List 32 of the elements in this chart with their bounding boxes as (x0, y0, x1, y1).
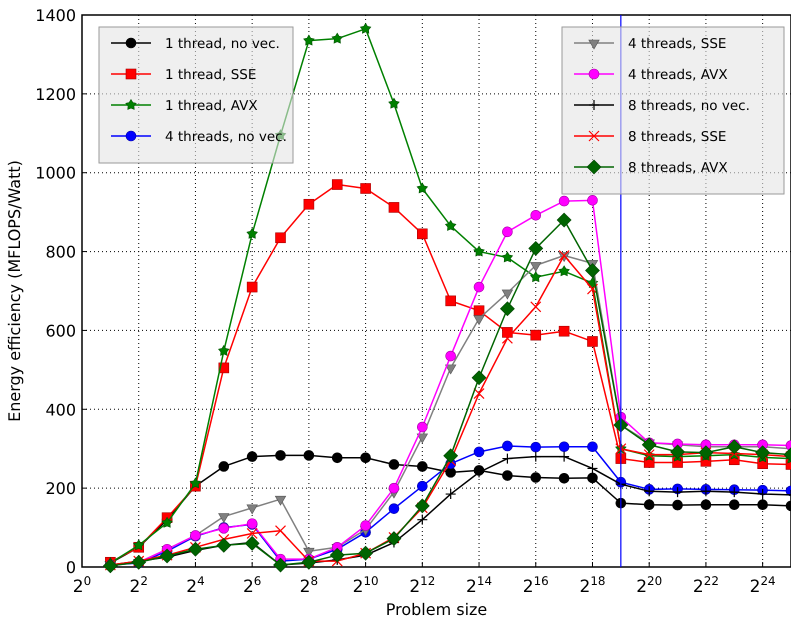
legend-label: 8 threads, AVX (628, 160, 728, 176)
legend-label: 8 threads, SSE (628, 129, 726, 145)
x-tick-label: 2$^{2}$ (130, 574, 148, 597)
y-tick-label: 800 (45, 242, 76, 262)
y-tick-label: 400 (45, 400, 76, 420)
y-tick-label: 200 (45, 479, 76, 498)
x-tick-label: 2$^{18}$ (579, 574, 606, 597)
x-tick-label: 2$^{14}$ (466, 574, 492, 597)
y-tick-label: 600 (45, 321, 76, 340)
x-tick-label: 2$^{20}$ (636, 574, 662, 597)
x-tick-label: 2$^{12}$ (409, 574, 436, 597)
x-tick-label: 2$^{0}$ (72, 574, 92, 597)
x-tick-label: 2$^{6}$ (242, 574, 262, 597)
x-tick-label: 2$^{16}$ (522, 574, 549, 597)
legend-label: 1 thread, SSE (165, 67, 256, 83)
x-tick-label: 2$^{10}$ (352, 574, 379, 597)
legend-label: 4 threads, AVX (628, 67, 728, 83)
x-tick-label: 2$^{8}$ (300, 574, 318, 597)
legend-label: 4 threads, no vec. (165, 129, 287, 145)
y-axis-title: Energy efficiency (MFLOPS/Watt) (5, 160, 24, 422)
x-tick-label: 2$^{24}$ (750, 574, 776, 597)
y-tick-label: 0 (66, 558, 76, 577)
x-axis-title: Problem size (386, 600, 488, 619)
y-tick-label: 1000 (35, 164, 76, 183)
legend-label: 4 threads, SSE (628, 36, 726, 52)
y-tick-label: 1400 (35, 6, 76, 25)
y-tick-label: 1200 (35, 84, 76, 104)
x-tick-label: 2$^{22}$ (692, 574, 719, 597)
legend-label: 1 thread, no vec. (165, 36, 280, 52)
legend-label: 8 threads, no vec. (628, 98, 750, 114)
x-tick-label: 2$^{4}$ (186, 574, 205, 597)
legend-label: 1 thread, AVX (165, 98, 258, 114)
